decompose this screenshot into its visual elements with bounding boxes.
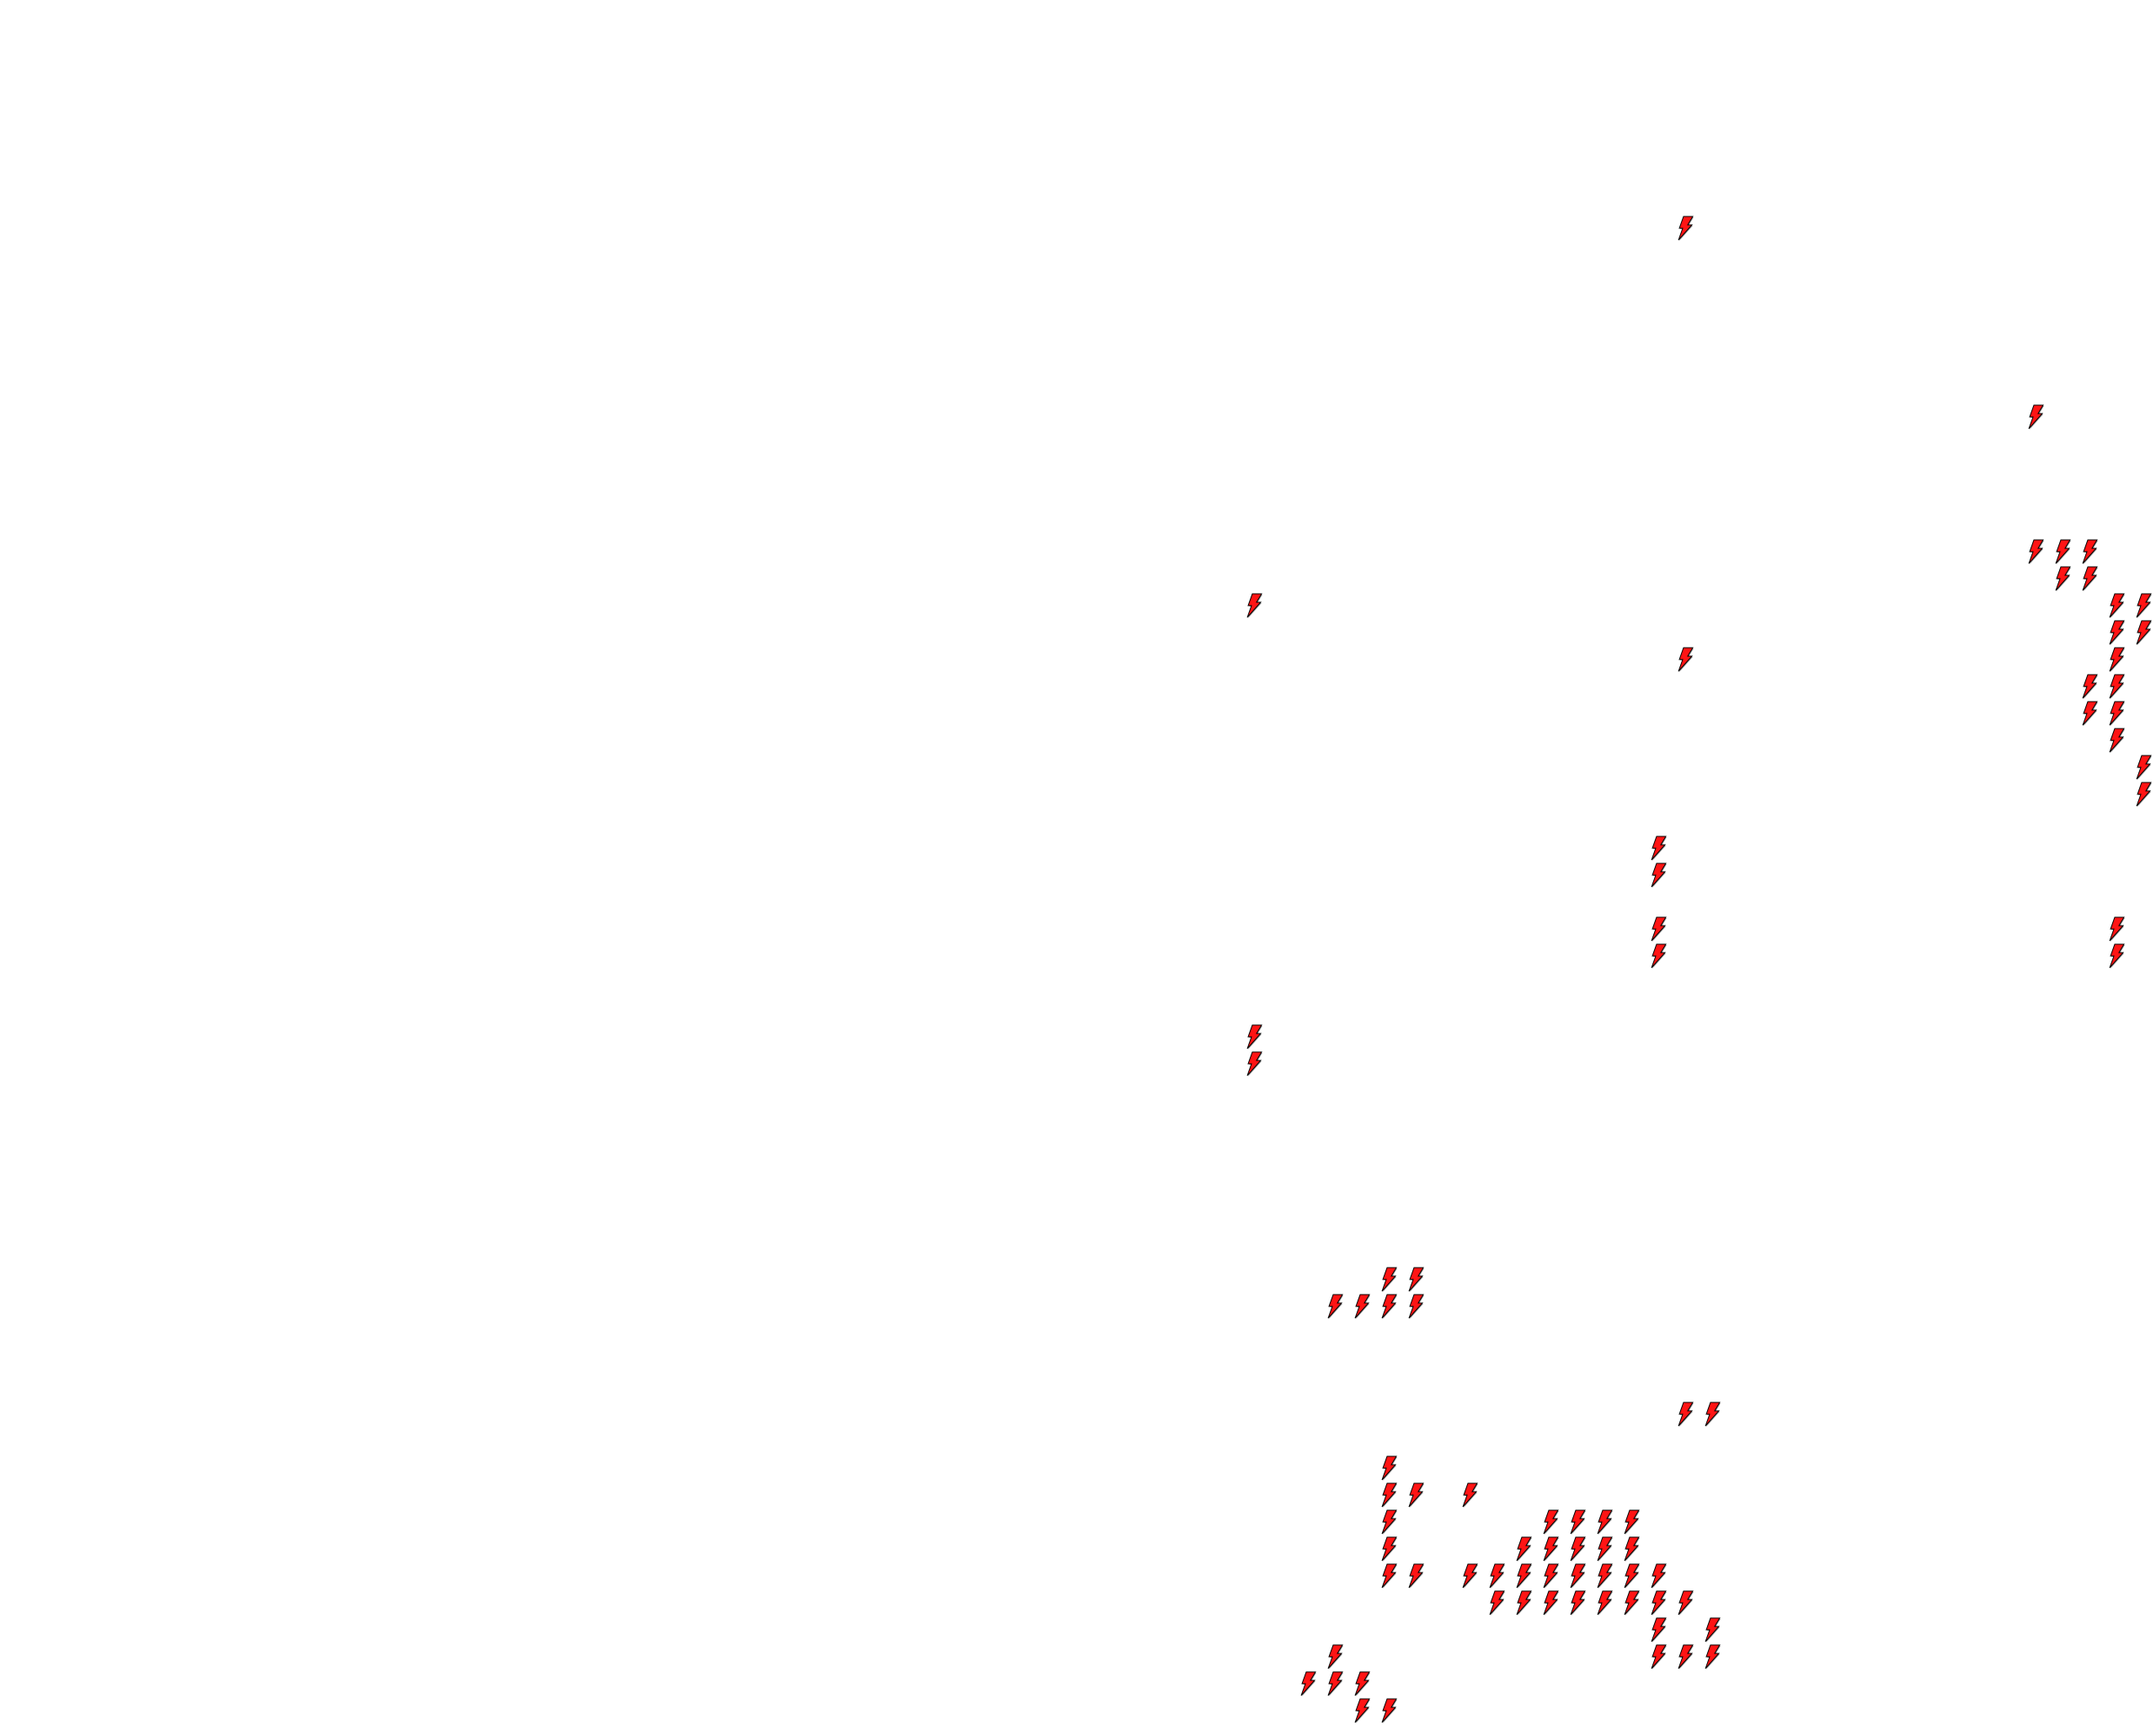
lightning-icon[interactable] — [1516, 1536, 1533, 1562]
lightning-icon[interactable] — [1705, 1644, 1721, 1670]
lightning-icon[interactable] — [1543, 1509, 1560, 1535]
lightning-icon[interactable] — [1381, 1509, 1398, 1535]
lightning-icon[interactable] — [1381, 1455, 1398, 1482]
lightning-icon[interactable] — [1408, 1563, 1425, 1589]
lightning-icon[interactable] — [2136, 620, 2153, 646]
lightning-icon[interactable] — [2109, 916, 2126, 943]
lightning-icon[interactable] — [1408, 1267, 1425, 1293]
lightning-icon[interactable] — [1570, 1590, 1587, 1616]
lightning-icon[interactable] — [2055, 566, 2072, 592]
lightning-icon[interactable] — [1300, 1671, 1317, 1697]
lightning-icon[interactable] — [2082, 566, 2099, 592]
lightning-icon[interactable] — [1651, 1644, 1668, 1670]
lightning-icon[interactable] — [2028, 539, 2045, 565]
lightning-icon[interactable] — [2109, 620, 2126, 646]
lightning-icon[interactable] — [2136, 593, 2153, 619]
lightning-icon[interactable] — [1327, 1294, 1344, 1320]
lightning-icon[interactable] — [1543, 1563, 1560, 1589]
lightning-icon[interactable] — [1327, 1671, 1344, 1697]
lightning-icon[interactable] — [1543, 1590, 1560, 1616]
lightning-icon[interactable] — [1597, 1590, 1614, 1616]
lightning-icon[interactable] — [2109, 701, 2126, 727]
lightning-icon[interactable] — [1678, 647, 1694, 673]
lightning-icon[interactable] — [2109, 647, 2126, 673]
lightning-icon[interactable] — [2082, 539, 2099, 565]
lightning-icon[interactable] — [2028, 404, 2045, 430]
lightning-icon[interactable] — [2055, 539, 2072, 565]
lightning-icon[interactable] — [1354, 1671, 1371, 1697]
lightning-icon[interactable] — [1381, 1536, 1398, 1562]
lightning-icon[interactable] — [1624, 1590, 1641, 1616]
lightning-icon[interactable] — [1651, 916, 1668, 943]
lightning-icon[interactable] — [1651, 1590, 1668, 1616]
lightning-icon[interactable] — [1516, 1590, 1533, 1616]
lightning-icon[interactable] — [1354, 1294, 1371, 1320]
lightning-icon[interactable] — [1624, 1536, 1641, 1562]
lightning-icon[interactable] — [2136, 755, 2153, 781]
lightning-icon[interactable] — [1381, 1267, 1398, 1293]
lightning-icon[interactable] — [2109, 728, 2126, 754]
lightning-icon[interactable] — [1705, 1402, 1721, 1428]
lightning-icon[interactable] — [1651, 862, 1668, 889]
lightning-icon[interactable] — [1354, 1698, 1371, 1724]
lightning-icon[interactable] — [1651, 1563, 1668, 1589]
lightning-icon[interactable] — [1678, 1590, 1694, 1616]
lightning-icon[interactable] — [1381, 1294, 1398, 1320]
lightning-icon[interactable] — [1651, 836, 1668, 862]
lightning-icon[interactable] — [1462, 1482, 1479, 1509]
lightning-icon[interactable] — [1570, 1563, 1587, 1589]
lightning-icon[interactable] — [1651, 943, 1668, 969]
lightning-icon[interactable] — [1570, 1509, 1587, 1535]
lightning-icon[interactable] — [1570, 1536, 1587, 1562]
lightning-icon[interactable] — [1543, 1536, 1560, 1562]
lightning-icon[interactable] — [1381, 1698, 1398, 1724]
lightning-icon[interactable] — [1597, 1563, 1614, 1589]
lightning-icon[interactable] — [1624, 1509, 1641, 1535]
lightning-icon[interactable] — [1489, 1590, 1506, 1616]
lightning-icon[interactable] — [1408, 1482, 1425, 1509]
lightning-icon[interactable] — [1597, 1509, 1614, 1535]
lightning-icon[interactable] — [2109, 593, 2126, 619]
lightning-icon[interactable] — [1651, 1617, 1668, 1643]
lightning-icon[interactable] — [1678, 1644, 1694, 1670]
lightning-icon[interactable] — [1624, 1563, 1641, 1589]
lightning-icon[interactable] — [2082, 701, 2099, 727]
lightning-icon[interactable] — [1705, 1617, 1721, 1643]
lightning-icon[interactable] — [1381, 1482, 1398, 1509]
lightning-icon[interactable] — [2109, 943, 2126, 969]
lightning-icon[interactable] — [1246, 1024, 1263, 1050]
lightning-icon[interactable] — [1678, 1402, 1694, 1428]
lightning-icon[interactable] — [2136, 782, 2153, 808]
lightning-icon[interactable] — [1327, 1644, 1344, 1670]
lightning-icon[interactable] — [1597, 1536, 1614, 1562]
lightning-icon[interactable] — [1408, 1294, 1425, 1320]
lightning-icon[interactable] — [1678, 216, 1694, 242]
lightning-icon[interactable] — [1381, 1563, 1398, 1589]
lightning-icon[interactable] — [1489, 1563, 1506, 1589]
lightning-icon[interactable] — [1516, 1563, 1533, 1589]
lightning-icon[interactable] — [2082, 674, 2099, 700]
lightning-icon[interactable] — [1462, 1563, 1479, 1589]
lightning-icon[interactable] — [2109, 674, 2126, 700]
lightning-icon[interactable] — [1246, 1051, 1263, 1077]
lightning-icon[interactable] — [1246, 593, 1263, 619]
